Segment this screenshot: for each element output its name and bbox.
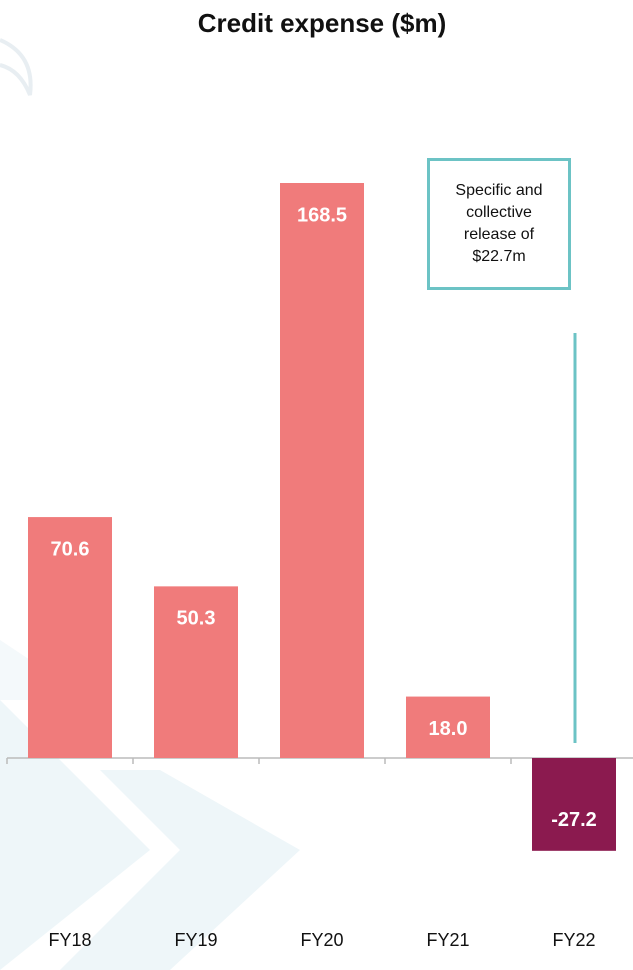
bar (532, 758, 616, 851)
bar (28, 517, 112, 758)
data-label: 18.0 (429, 718, 468, 740)
x-tick-label: FY22 (552, 930, 595, 950)
data-label: -27.2 (551, 809, 597, 831)
annotation-text: Specific and collective release of $22.7… (455, 182, 543, 265)
annotation-box: Specific and collective release of $22.7… (427, 158, 571, 290)
decor-curve (0, 38, 33, 96)
data-label: 70.6 (51, 538, 90, 560)
bar (154, 586, 238, 758)
data-label: 168.5 (297, 204, 347, 226)
x-tick-label: FY20 (300, 930, 343, 950)
x-tick-label: FY21 (426, 930, 469, 950)
chart-title: Credit expense ($m) (198, 8, 447, 38)
data-label: 50.3 (177, 608, 216, 630)
x-tick-label: FY19 (174, 930, 217, 950)
background-decor (0, 640, 300, 970)
x-tick-label: FY18 (48, 930, 91, 950)
bar (280, 183, 364, 758)
bar (406, 696, 490, 758)
